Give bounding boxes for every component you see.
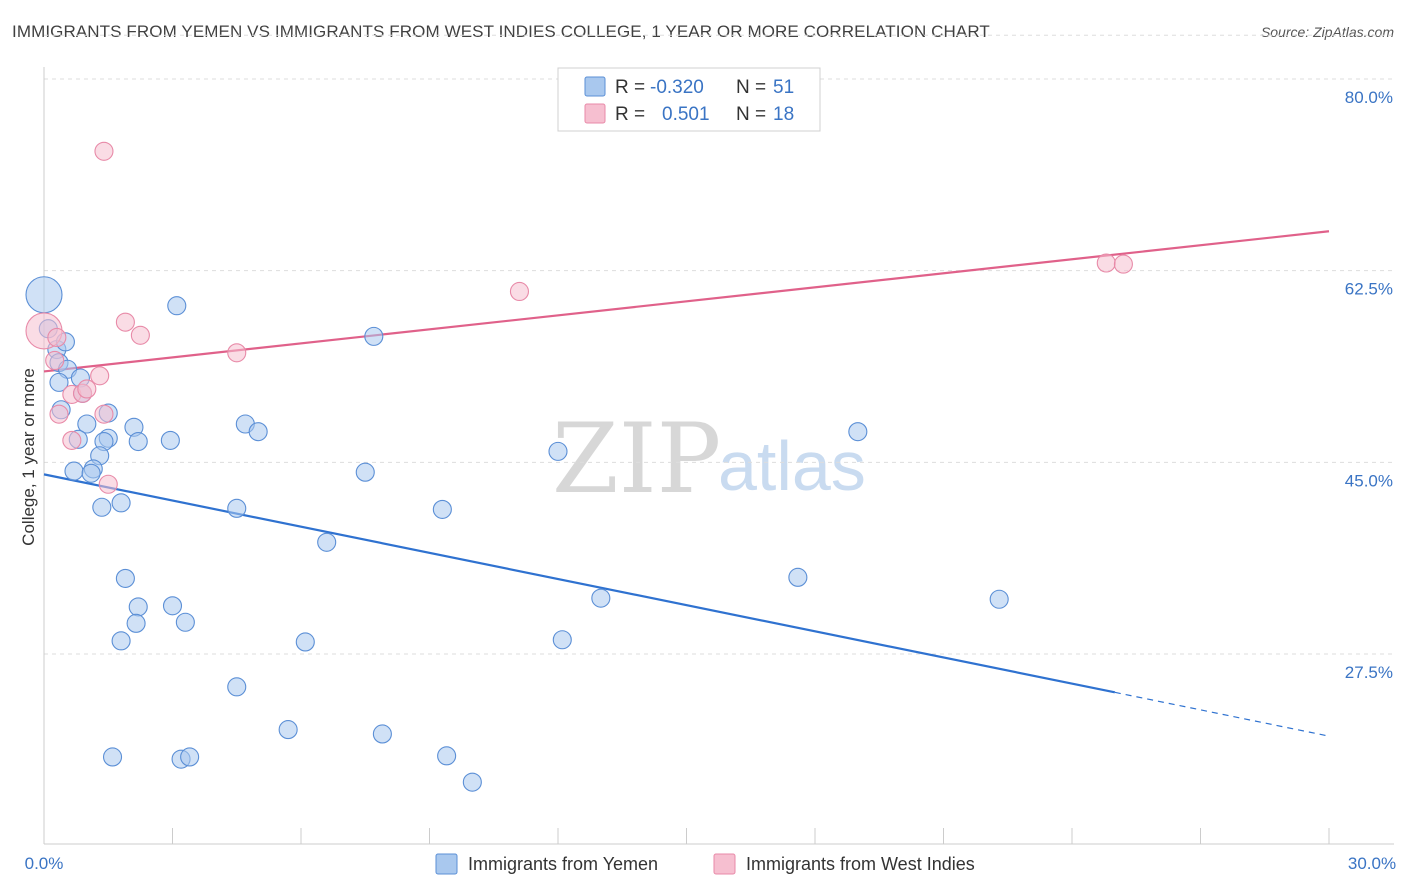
y-tick-labels: 27.5% 45.0% 62.5% 80.0%	[1345, 88, 1393, 682]
legend-r-value-yemen: -0.320	[650, 77, 704, 98]
y-tick-label: 45.0%	[1345, 471, 1393, 490]
x-tick-marks	[43, 828, 1330, 844]
point-west-indies	[45, 350, 65, 371]
chart-title: IMMIGRANTS FROM YEMEN VS IMMIGRANTS FROM…	[12, 22, 990, 41]
point-yemen	[162, 596, 183, 616]
point-west-indies	[509, 281, 530, 302]
point-west-indies	[130, 325, 150, 345]
point-yemen	[175, 612, 195, 632]
point-yemen	[126, 613, 146, 633]
point-yemen	[552, 630, 572, 650]
point-yemen	[788, 567, 808, 587]
trend-lines	[43, 230, 1330, 737]
bottom-legend-swatch-west-indies	[713, 853, 736, 875]
point-yemen	[432, 499, 452, 519]
point-yemen	[160, 430, 180, 450]
point-west-indies	[98, 474, 118, 494]
correlation-legend: R = -0.320 N = 51 R = 0.501 N = 18	[557, 67, 821, 132]
point-yemen	[77, 414, 97, 434]
point-yemen	[81, 463, 101, 483]
axes	[43, 67, 1394, 845]
legend-n-value-yemen: 51	[773, 77, 794, 98]
trend-line-west-indies	[43, 230, 1330, 373]
point-yemen	[102, 747, 123, 767]
bottom-legend-label-west-indies: Immigrants from West Indies	[746, 854, 975, 874]
series-legend: Immigrants from Yemen Immigrants from We…	[435, 853, 975, 875]
bottom-legend-label-yemen: Immigrants from Yemen	[468, 854, 658, 874]
point-yemen	[295, 632, 315, 652]
point-yemen	[278, 720, 298, 740]
point-yemen	[462, 772, 482, 792]
legend-n-value-west-indies: 18	[773, 104, 794, 125]
y-axis-title: College, 1 year or more	[19, 368, 38, 546]
point-yemen	[180, 747, 200, 767]
point-west-indies	[94, 141, 114, 161]
point-yemen	[128, 597, 148, 617]
point-west-indies	[47, 327, 67, 348]
legend-r-label-yemen: R =	[615, 77, 645, 98]
point-yemen	[227, 677, 247, 697]
legend-n-label-yemen: N =	[736, 77, 766, 98]
point-west-indies	[94, 404, 114, 424]
watermark-zip: ZIP	[552, 403, 721, 515]
point-yemen	[25, 276, 63, 314]
point-yemen	[848, 422, 868, 442]
point-west-indies	[115, 312, 135, 332]
point-yemen	[317, 532, 337, 552]
data-points	[25, 141, 1133, 792]
point-yemen	[248, 422, 268, 442]
y-tick-label: 80.0%	[1345, 88, 1393, 107]
legend-swatch-west-indies	[584, 103, 606, 124]
point-west-indies	[1096, 253, 1116, 273]
watermark-atlas: atlas	[718, 427, 866, 505]
legend-r-value-west-indies: 0.501	[662, 104, 710, 125]
point-west-indies	[227, 343, 247, 363]
point-west-indies	[1113, 254, 1133, 274]
y-tick-label: 62.5%	[1345, 280, 1393, 299]
point-yemen	[111, 493, 131, 513]
point-yemen	[591, 588, 611, 608]
point-yemen	[437, 746, 457, 766]
legend-r-label-west-indies: R =	[615, 104, 645, 125]
point-yemen	[49, 372, 69, 392]
point-yemen	[167, 296, 187, 316]
x-tick-label-min: 0.0%	[25, 854, 64, 873]
point-yemen	[115, 568, 135, 588]
point-yemen	[355, 462, 375, 482]
point-west-indies	[62, 430, 82, 450]
source-label: Source: ZipAtlas.com	[1260, 24, 1394, 40]
point-yemen	[92, 497, 112, 517]
x-tick-label-max: 30.0%	[1348, 854, 1396, 873]
point-yemen	[64, 461, 84, 481]
legend-swatch-yemen	[584, 76, 606, 97]
bottom-legend-swatch-yemen	[435, 853, 458, 875]
point-yemen	[227, 498, 247, 518]
point-yemen	[128, 431, 148, 452]
point-yemen	[548, 441, 568, 461]
point-yemen	[372, 724, 392, 744]
point-west-indies	[49, 404, 69, 424]
point-west-indies	[77, 379, 97, 399]
legend-n-label-west-indies: N =	[736, 104, 766, 125]
point-yemen	[364, 326, 384, 346]
y-tick-label: 27.5%	[1345, 663, 1393, 682]
point-yemen	[989, 589, 1009, 609]
point-yemen	[111, 631, 131, 651]
trend-line-yemen	[43, 473, 1116, 694]
point-west-indies	[90, 366, 110, 386]
trend-line-yemen-extension	[1114, 691, 1330, 737]
